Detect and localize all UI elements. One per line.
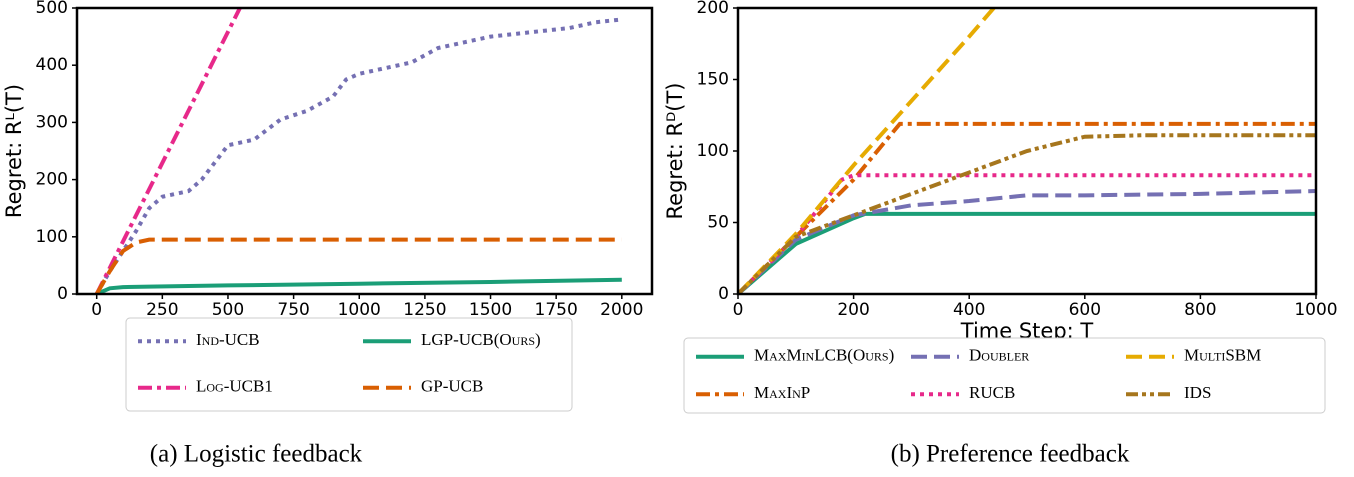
y-tick-label: 100 bbox=[36, 227, 68, 247]
legend-label: Log-UCB1 bbox=[196, 377, 273, 396]
legend-label: RUCB bbox=[969, 383, 1015, 402]
x-tick-label: 1000 bbox=[338, 300, 381, 320]
x-tick-label: 800 bbox=[1184, 300, 1216, 320]
legend-label: Ind-UCB bbox=[196, 330, 260, 349]
legend-label: IDS bbox=[1184, 383, 1211, 402]
caption: (b) Preference feedback bbox=[891, 441, 1130, 468]
series-line bbox=[738, 211, 1316, 294]
x-tick-label: 2000 bbox=[600, 300, 643, 320]
series-line bbox=[95, 277, 622, 294]
caption: (a) Logistic feedback bbox=[150, 441, 363, 468]
y-tick-label: 50 bbox=[707, 213, 729, 233]
legend-label: MultiSBM bbox=[1184, 346, 1261, 365]
y-tick-label: 300 bbox=[36, 112, 68, 132]
plot-area bbox=[94, 8, 623, 294]
legend-box bbox=[125, 317, 573, 412]
y-axis-label: Regret: Rᴸ(T) bbox=[2, 84, 26, 218]
legend-label: MaxMinLCB(Ours) bbox=[754, 346, 894, 365]
legend-label: GP-UCB bbox=[421, 377, 483, 396]
x-tick-label: 1750 bbox=[535, 300, 578, 320]
x-tick-label: 250 bbox=[146, 300, 178, 320]
legend-label: Doubler bbox=[969, 346, 1029, 365]
y-tick-label: 0 bbox=[57, 284, 68, 304]
x-tick-label: 400 bbox=[953, 300, 985, 320]
axes-frame bbox=[736, 6, 1318, 296]
x-tick-label: 750 bbox=[277, 300, 309, 320]
x-tick-label: 0 bbox=[91, 300, 102, 320]
x-tick-label: 1000 bbox=[1294, 300, 1337, 320]
y-axis-label: Regret: Rᴰ(T) bbox=[663, 83, 687, 220]
axes-frame bbox=[75, 6, 654, 296]
legend-label: LGP-UCB(Ours) bbox=[421, 330, 541, 349]
x-tick-label: 1250 bbox=[403, 300, 446, 320]
x-tick-label: 1500 bbox=[469, 300, 512, 320]
x-tick-label: 0 bbox=[733, 300, 744, 320]
x-tick-label: 500 bbox=[212, 300, 244, 320]
y-tick-label: 100 bbox=[697, 141, 729, 161]
plot-area bbox=[738, 8, 1316, 294]
y-tick-label: 400 bbox=[36, 55, 68, 75]
x-tick-label: 600 bbox=[1069, 300, 1101, 320]
series-line bbox=[738, 133, 1316, 294]
y-tick-label: 200 bbox=[36, 170, 68, 190]
series-line bbox=[94, 17, 623, 294]
series-line bbox=[94, 8, 243, 294]
y-tick-label: 0 bbox=[718, 284, 729, 304]
x-tick-label: 200 bbox=[837, 300, 869, 320]
y-tick-label: 150 bbox=[697, 70, 729, 90]
series-line bbox=[94, 237, 622, 294]
series-line bbox=[738, 121, 1316, 294]
y-tick-label: 200 bbox=[697, 0, 729, 18]
legend-label: MaxInP bbox=[754, 383, 810, 402]
y-tick-label: 500 bbox=[36, 0, 68, 18]
